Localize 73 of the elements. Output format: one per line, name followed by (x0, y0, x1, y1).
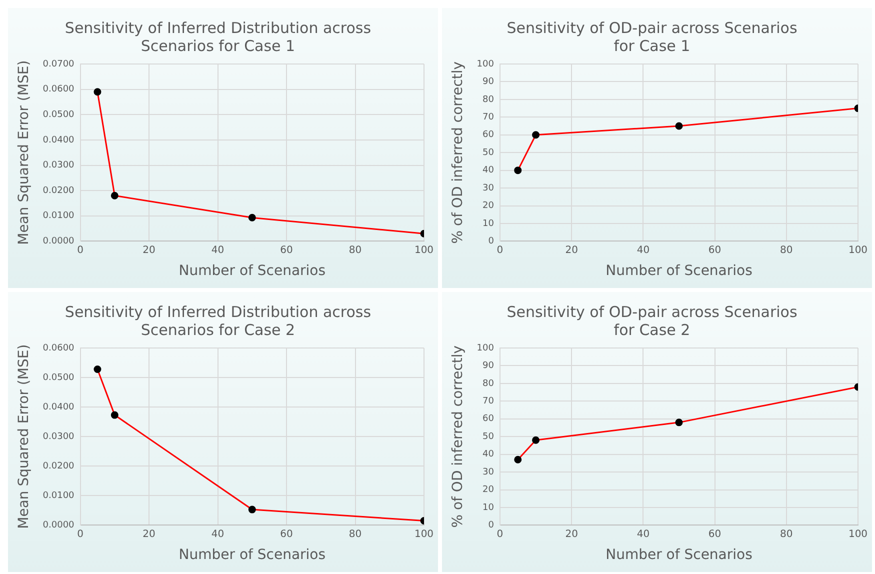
y-tick-label: 10 (482, 502, 494, 513)
x-tick-label: 80 (780, 528, 793, 540)
y-tick-label: 0.0700 (42, 59, 75, 70)
y-tick-label: 50 (482, 148, 494, 158)
x-tick-label: 60 (280, 528, 293, 540)
y-axis-title: % of OD inferred correctly (450, 61, 466, 244)
y-tick-label: 0.0600 (42, 84, 75, 95)
x-tick-label: 100 (848, 528, 868, 540)
x-tick-label: 40 (636, 528, 650, 540)
y-tick-label: 80 (482, 94, 494, 105)
y-axis-title: Mean Squared Error (MSE) (16, 344, 32, 529)
x-tick-label: 40 (636, 244, 650, 256)
x-axis-title: Number of Scenarios (178, 263, 326, 280)
y-tick-label: 70 (482, 112, 494, 123)
y-tick-label: 0.0400 (42, 135, 75, 146)
y-tick-label: 30 (482, 467, 494, 478)
x-tick-label: 20 (565, 528, 578, 540)
x-axis-title: Number of Scenarios (178, 547, 326, 564)
y-tick-label: 0.0100 (42, 491, 75, 502)
x-tick-label: 0 (496, 244, 504, 256)
y-tick-label: 50 (482, 432, 494, 442)
y-tick-label: 0.0200 (42, 461, 75, 472)
y-tick-label: 0.0000 (42, 236, 75, 247)
chart-title: Sensitivity of Inferred Distribution across Scenarios for Case 1 (64, 18, 372, 55)
x-tick-label: 100 (848, 244, 868, 256)
y-axis-title: Mean Squared Error (MSE) (16, 60, 32, 245)
chart-title: Sensitivity of Inferred Distribution across Scenarios for Case 2 (64, 302, 372, 339)
x-tick-label: 0 (77, 244, 84, 256)
x-tick-label: 0 (77, 528, 84, 540)
y-tick-label: 30 (482, 183, 494, 194)
y-tick-label: 60 (482, 130, 494, 140)
x-tick-label: 20 (142, 528, 156, 540)
x-axis-title: Number of Scenarios (606, 547, 752, 564)
y-tick-label: 0.0000 (42, 520, 75, 531)
x-tick-label: 60 (280, 244, 293, 256)
y-tick-label: 100 (476, 59, 494, 70)
y-tick-label: 0.0100 (42, 211, 75, 222)
y-tick-label: 80 (482, 378, 494, 389)
y-tick-label: 0.0300 (42, 432, 75, 442)
x-tick-label: 0 (496, 528, 504, 540)
y-tick-label: 0.0200 (42, 186, 75, 196)
y-axis-title: % of OD inferred correctly (450, 345, 466, 528)
y-tick-label: 0 (488, 520, 494, 531)
y-tick-label: 0.0500 (42, 110, 75, 120)
x-tick-label: 80 (348, 244, 362, 256)
y-tick-label: 40 (482, 166, 494, 176)
y-tick-label: 100 (476, 343, 494, 354)
x-axis-title: Number of Scenarios (606, 263, 752, 280)
x-tick-label: 20 (142, 244, 156, 256)
y-tick-label: 0.0300 (42, 160, 75, 171)
y-tick-label: 20 (482, 485, 494, 496)
chart-title: Sensitivity of OD-pair across Scenarios for Case 2 (506, 302, 798, 339)
x-tick-label: 60 (708, 528, 722, 540)
y-tick-label: 40 (482, 450, 494, 460)
y-tick-label: 60 (482, 414, 494, 424)
x-tick-label: 40 (211, 244, 224, 256)
x-tick-label: 100 (414, 528, 434, 540)
x-tick-label: 20 (565, 244, 578, 256)
chart-title: Sensitivity of OD-pair across Scenarios for Case 1 (506, 18, 798, 55)
x-tick-label: 60 (708, 244, 722, 256)
y-tick-label: 0.0400 (42, 402, 75, 412)
x-tick-label: 100 (414, 244, 434, 256)
x-tick-label: 80 (348, 528, 362, 540)
y-tick-label: 90 (482, 77, 494, 88)
y-tick-label: 90 (482, 361, 494, 372)
y-tick-label: 70 (482, 396, 494, 407)
y-tick-label: 10 (482, 218, 494, 229)
y-tick-label: 20 (482, 201, 494, 212)
x-tick-label: 80 (780, 244, 793, 256)
y-tick-label: 0.0500 (42, 372, 75, 383)
y-tick-label: 0.0600 (42, 343, 75, 354)
y-tick-label: 0 (488, 236, 494, 247)
x-tick-label: 40 (211, 528, 224, 540)
